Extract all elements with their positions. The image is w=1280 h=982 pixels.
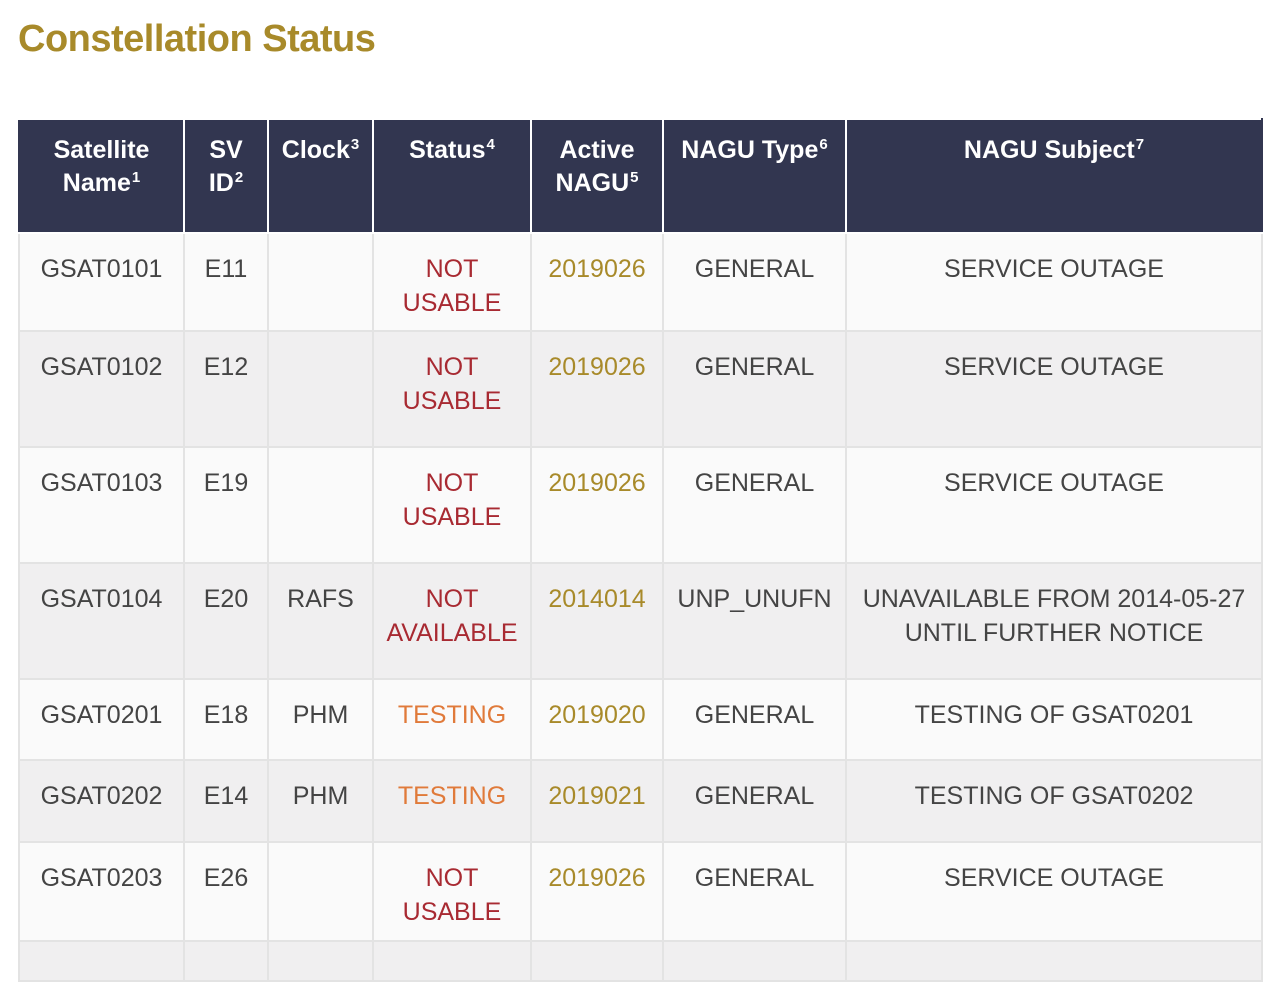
satellite-name-cell: GSAT0104	[18, 562, 185, 680]
satellite-name-cell: GSAT0102	[18, 330, 185, 448]
table-row: GSAT0203 E26 NOT USABLE 2019026 GENERAL SERVIC…	[18, 841, 1263, 942]
satellite-name-cell: GSAT0103	[18, 446, 185, 564]
clock-cell: RAFS	[267, 562, 374, 680]
clock-cell	[267, 940, 374, 982]
sv-id-cell: E20	[183, 562, 269, 680]
status-cell	[372, 940, 532, 982]
table-header-row: Satellite Name1 SV ID2 Clock3 Status4 Acti…	[18, 118, 1263, 234]
active-nagu-link[interactable]	[530, 940, 664, 982]
active-nagu-link[interactable]: 2019026	[530, 841, 664, 942]
nagu-subject-cell: UNAVAILABLE FROM 2014-05-27 UNTIL FURTHER…	[845, 562, 1263, 680]
status-cell: TESTING	[372, 759, 532, 843]
sv-id-cell	[183, 940, 269, 982]
status-cell: NOT USABLE	[372, 841, 532, 942]
nagu-type-cell: UNP_UNUFN	[662, 562, 847, 680]
column-header-nagu-type: NAGU Type6	[662, 118, 847, 234]
clock-cell: PHM	[267, 678, 374, 761]
column-header-nagu-subject: NAGU Subject7	[845, 118, 1263, 234]
active-nagu-link[interactable]: 2019020	[530, 678, 664, 761]
satellite-name-cell: GSAT0202	[18, 759, 185, 843]
nagu-type-cell: GENERAL	[662, 841, 847, 942]
nagu-subject-cell: SERVICE OUTAGE	[845, 330, 1263, 448]
sv-id-cell: E11	[183, 232, 269, 332]
status-cell: TESTING	[372, 678, 532, 761]
clock-cell	[267, 841, 374, 942]
clock-cell	[267, 446, 374, 564]
nagu-subject-cell: SERVICE OUTAGE	[845, 841, 1263, 942]
active-nagu-link[interactable]: 2019026	[530, 330, 664, 448]
active-nagu-link[interactable]: 2014014	[530, 562, 664, 680]
table-row: GSAT0104 E20 RAFS NOT AVAILABLE 2014014 UNP_UN…	[18, 562, 1263, 680]
sv-id-cell: E19	[183, 446, 269, 564]
table-row: GSAT0202 E14 PHM TESTING 2019021 GENERAL TESTI…	[18, 759, 1263, 843]
nagu-subject-cell	[845, 940, 1263, 982]
active-nagu-link[interactable]: 2019026	[530, 446, 664, 564]
sv-id-cell: E14	[183, 759, 269, 843]
active-nagu-link[interactable]: 2019026	[530, 232, 664, 332]
clock-cell	[267, 330, 374, 448]
nagu-type-cell: GENERAL	[662, 759, 847, 843]
status-cell: NOT USABLE	[372, 446, 532, 564]
table-row: GSAT0101 E11 NOT USABLE 2019026 GENERAL SERVIC…	[18, 232, 1263, 332]
satellite-name-cell: GSAT0101	[18, 232, 185, 332]
nagu-type-cell	[662, 940, 847, 982]
nagu-type-cell: GENERAL	[662, 232, 847, 332]
sv-id-cell: E12	[183, 330, 269, 448]
clock-cell	[267, 232, 374, 332]
column-header-sv-id: SV ID2	[183, 118, 269, 234]
table-row: GSAT0201 E18 PHM TESTING 2019020 GENERAL TESTI…	[18, 678, 1263, 761]
sv-id-cell: E26	[183, 841, 269, 942]
status-cell: NOT USABLE	[372, 330, 532, 448]
constellation-status-table: Satellite Name1 SV ID2 Clock3 Status4 Acti…	[18, 118, 1263, 982]
satellite-name-cell: GSAT0201	[18, 678, 185, 761]
active-nagu-link[interactable]: 2019021	[530, 759, 664, 843]
satellite-name-cell: GSAT0203	[18, 841, 185, 942]
clock-cell: PHM	[267, 759, 374, 843]
nagu-subject-cell: SERVICE OUTAGE	[845, 232, 1263, 332]
page-title: Constellation Status	[18, 18, 376, 60]
nagu-type-cell: GENERAL	[662, 330, 847, 448]
nagu-subject-cell: TESTING OF GSAT0202	[845, 759, 1263, 843]
nagu-subject-cell: SERVICE OUTAGE	[845, 446, 1263, 564]
table-row	[18, 940, 1263, 982]
column-header-clock: Clock3	[267, 118, 374, 234]
satellite-name-cell	[18, 940, 185, 982]
column-header-satellite-name: Satellite Name1	[18, 118, 185, 234]
status-cell: NOT AVAILABLE	[372, 562, 532, 680]
nagu-type-cell: GENERAL	[662, 678, 847, 761]
table-row: GSAT0102 E12 NOT USABLE 2019026 GENERAL SERVIC…	[18, 330, 1263, 448]
status-cell: NOT USABLE	[372, 232, 532, 332]
table-row: GSAT0103 E19 NOT USABLE 2019026 GENERAL SERVIC…	[18, 446, 1263, 564]
column-header-active-nagu: Active NAGU5	[530, 118, 664, 234]
nagu-type-cell: GENERAL	[662, 446, 847, 564]
nagu-subject-cell: TESTING OF GSAT0201	[845, 678, 1263, 761]
column-header-status: Status4	[372, 118, 532, 234]
sv-id-cell: E18	[183, 678, 269, 761]
